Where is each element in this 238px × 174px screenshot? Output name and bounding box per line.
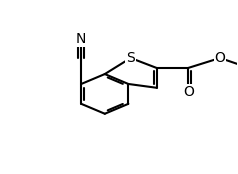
Text: O: O bbox=[183, 85, 194, 99]
Text: N: N bbox=[76, 32, 86, 46]
Text: O: O bbox=[215, 51, 225, 65]
Text: S: S bbox=[126, 51, 135, 65]
